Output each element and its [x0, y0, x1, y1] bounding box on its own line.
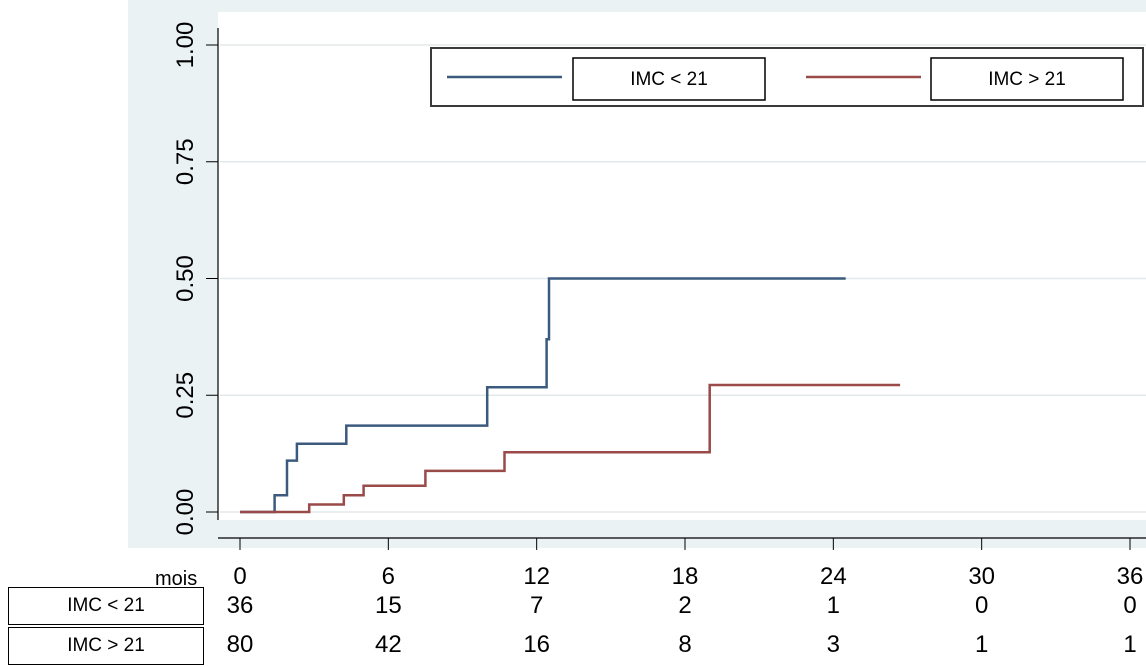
legend-label-imc-lt-21: IMC < 21 [630, 69, 708, 90]
x-tick-label: 24 [820, 563, 847, 590]
y-tick-label: 0.00 [172, 489, 199, 536]
risk-count: 8 [678, 631, 691, 658]
legend-box-imc-lt-21 [572, 57, 766, 101]
risk-count: 80 [227, 631, 254, 658]
risk-count: 42 [375, 631, 402, 658]
risk-row-label-imc-lt-21: IMC < 21 [8, 587, 204, 625]
risk-table-counts: 36 15 7 2 1 0 0 80 42 16 8 3 1 1 [227, 592, 1137, 658]
x-tick-label: 36 [1117, 563, 1144, 590]
series-line-imc-gt-21 [240, 383, 901, 514]
risk-count: 7 [530, 592, 543, 619]
risk-count: 0 [1123, 592, 1136, 619]
legend: IMC < 21 IMC > 21 [430, 47, 1144, 107]
risk-count: 1 [827, 592, 840, 619]
y-tick-label: 0.50 [172, 255, 199, 302]
x-tick-label: 30 [968, 563, 995, 590]
risk-count: 0 [975, 592, 988, 619]
y-tick-label: 1.00 [172, 22, 199, 69]
risk-count: 16 [523, 631, 550, 658]
axes [206, 28, 1146, 550]
series-line-imc-lt-21 [240, 277, 846, 514]
risk-count: 1 [1123, 631, 1136, 658]
risk-count: 36 [227, 592, 254, 619]
risk-count: 3 [827, 631, 840, 658]
tick-labels: 0.00 0.25 0.50 0.75 1.00 0 6 12 18 24 30 36 [172, 22, 1143, 590]
risk-row-label-imc-gt-21: IMC > 21 [8, 627, 204, 665]
x-tick-label: 0 [233, 563, 246, 590]
risk-count: 15 [375, 592, 402, 619]
series-group [240, 277, 901, 514]
x-unit-label: mois [155, 568, 197, 590]
risk-count: 1 [975, 631, 988, 658]
x-tick-label: 6 [382, 563, 395, 590]
x-tick-label: 12 [523, 563, 550, 590]
x-tick-label: 18 [672, 563, 699, 590]
legend-label-imc-gt-21: IMC > 21 [988, 69, 1066, 90]
legend-box-imc-gt-21 [930, 57, 1124, 101]
risk-count: 2 [678, 592, 691, 619]
y-tick-label: 0.25 [172, 372, 199, 419]
y-tick-label: 0.75 [172, 138, 199, 185]
